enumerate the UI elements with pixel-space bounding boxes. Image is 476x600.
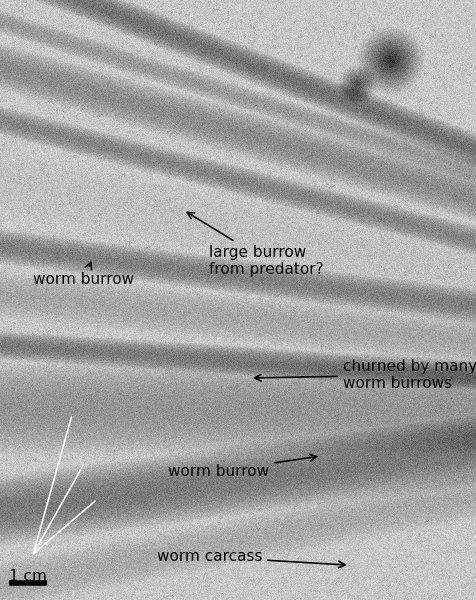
Text: 1 cm: 1 cm — [9, 569, 47, 584]
Text: large burrow
from predator?: large burrow from predator? — [187, 212, 324, 277]
Text: worm carcass: worm carcass — [157, 550, 345, 568]
Text: worm burrow: worm burrow — [168, 454, 317, 479]
Text: worm burrow: worm burrow — [33, 262, 134, 286]
Text: churned by many
worm burrows: churned by many worm burrows — [255, 359, 476, 391]
